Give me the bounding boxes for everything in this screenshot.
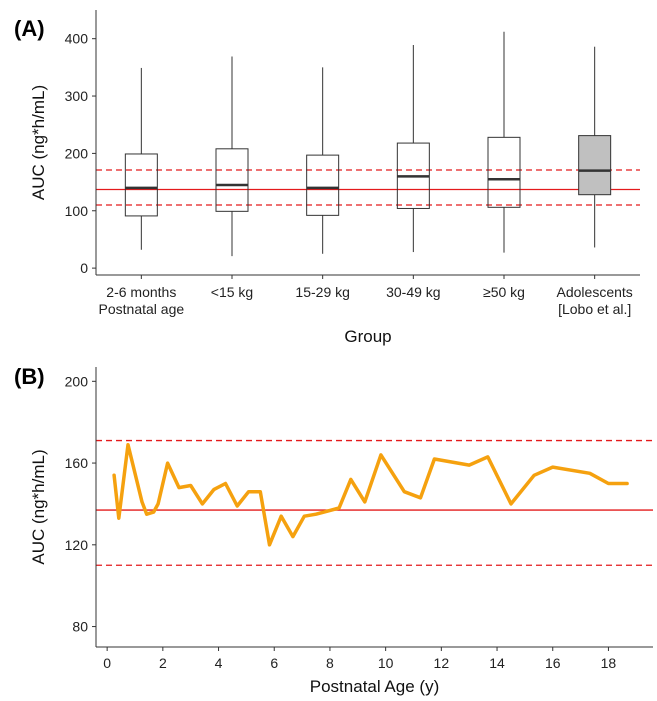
- x-tick-label: Postnatal age: [99, 301, 185, 317]
- y-tick-label: 200: [65, 373, 89, 389]
- box-iqr: [306, 154, 340, 216]
- x-tick-label: 0: [103, 655, 111, 671]
- panel-b-reference-lines: [96, 439, 653, 566]
- x-tick-label: 4: [215, 655, 223, 671]
- x-tick-label: <15 kg: [211, 284, 253, 300]
- x-tick-label: ≥50 kg: [483, 284, 525, 300]
- box-plot: [215, 56, 249, 257]
- x-tick-label: 2-6 months: [106, 284, 176, 300]
- panel-a-reference-lines: [96, 169, 640, 206]
- box-iqr: [124, 153, 158, 217]
- y-tick-label: 100: [65, 203, 89, 219]
- panel-b: (B) 80 120 160 200 0 2 4 6 8 10 12 14 16 18 AUC (ng*…: [14, 364, 653, 696]
- panel-a-x-axis-title: Group: [344, 327, 391, 346]
- y-tick-label: 160: [65, 455, 89, 471]
- panel-b-x-ticks: 0 2 4 6 8 10 12 14 16 18: [103, 647, 616, 671]
- y-tick-label: 0: [80, 260, 88, 276]
- panel-a-y-ticks: 0 100 200 300 400: [65, 31, 96, 276]
- x-tick-label: 10: [378, 655, 394, 671]
- panel-a-label: (A): [14, 16, 45, 41]
- panel-a-boxes: [124, 31, 612, 257]
- y-tick-label: 400: [65, 31, 89, 47]
- box-plot: [306, 67, 340, 254]
- x-tick-label: [Lobo et al.]: [558, 301, 631, 317]
- y-tick-label: 200: [65, 145, 89, 161]
- box-plot: [124, 67, 158, 250]
- x-tick-label: 14: [489, 655, 505, 671]
- series-line: [112, 442, 629, 547]
- y-tick-label: 80: [72, 619, 88, 635]
- box-iqr: [578, 135, 612, 196]
- y-tick-label: 300: [65, 88, 89, 104]
- x-tick-label: 18: [601, 655, 617, 671]
- x-tick-label: 15-29 kg: [295, 284, 349, 300]
- box-plot: [487, 31, 521, 253]
- box-plot: [578, 46, 612, 248]
- panel-b-y-ticks: 80 120 160 200: [65, 373, 96, 635]
- panel-b-label: (B): [14, 364, 45, 389]
- x-tick-label: 12: [434, 655, 450, 671]
- x-tick-label: 2: [159, 655, 167, 671]
- panel-b-y-axis-title: AUC (ng*h/mL): [29, 449, 48, 564]
- box-plot: [396, 44, 430, 253]
- panel-b-series: [112, 442, 629, 547]
- y-tick-label: 120: [65, 537, 89, 553]
- panel-a-y-axis-title: AUC (ng*h/mL): [29, 85, 48, 200]
- x-tick-label: 30-49 kg: [386, 284, 440, 300]
- panel-b-x-axis-title: Postnatal Age (y): [310, 677, 439, 696]
- box-iqr: [215, 148, 249, 212]
- x-tick-label: Adolescents: [557, 284, 633, 300]
- x-tick-label: 16: [545, 655, 561, 671]
- x-tick-label: 6: [270, 655, 278, 671]
- box-iqr: [487, 136, 521, 208]
- x-tick-label: 8: [326, 655, 334, 671]
